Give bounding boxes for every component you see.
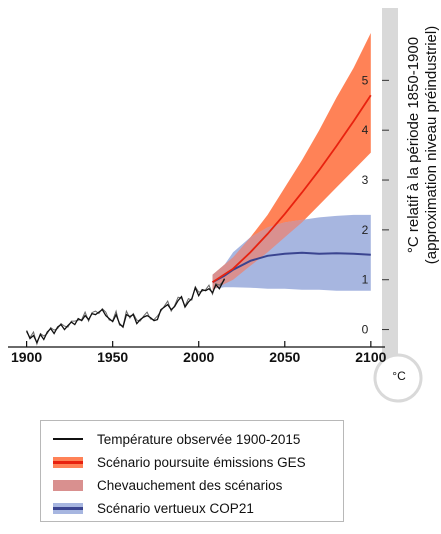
y-tick-label-0: 0 xyxy=(362,323,369,337)
y-tick-label-1: 1 xyxy=(362,273,369,287)
legend-swatch-cop21 xyxy=(53,502,83,514)
cop21-scenario-line xyxy=(212,251,371,284)
chart: 1900 1950 2000 2050 2100 0 1 2 3 4 5 °C relatif à … xyxy=(8,8,440,403)
x-tick-label-2100: 2100 xyxy=(355,349,386,365)
x-tick-label-2000: 2000 xyxy=(183,349,214,365)
thermometer-bulb xyxy=(373,353,423,403)
legend-swatch-ges xyxy=(53,456,83,468)
thermometer-tube xyxy=(382,8,398,364)
y-axis-label-line1: °C relatif à la période 1850-1900 xyxy=(405,37,422,253)
y-tick-label-5: 5 xyxy=(362,73,369,87)
y-tick-label-3: 3 xyxy=(362,173,369,187)
y-tick-label-4: 4 xyxy=(362,123,369,137)
legend-item-ges: Scénario poursuite émissions GES xyxy=(53,452,306,472)
legend: Température observée 1900-2015 Scénario … xyxy=(40,420,344,522)
ges-scenario-line xyxy=(212,94,372,283)
legend-item-overlap: Chevauchement des scénarios xyxy=(53,475,282,495)
legend-item-cop21: Scénario vertueux COP21 xyxy=(53,498,254,518)
legend-label-observed: Température observée 1900-2015 xyxy=(97,431,301,447)
y-axis-label-line2: (approximation niveau préindustriel) xyxy=(423,26,440,264)
legend-swatch-observed xyxy=(53,438,83,440)
x-tick-label-2050: 2050 xyxy=(269,349,300,365)
legend-label-ges: Scénario poursuite émissions GES xyxy=(97,454,306,470)
legend-item-observed: Température observée 1900-2015 xyxy=(53,429,300,449)
observed-temperature-line xyxy=(26,278,226,345)
thermometer-unit: °C xyxy=(392,369,406,383)
legend-label-cop21: Scénario vertueux COP21 xyxy=(97,500,254,516)
y-tick-label-2: 2 xyxy=(362,223,369,237)
legend-swatch-overlap xyxy=(53,479,83,491)
x-tick-label-1950: 1950 xyxy=(97,349,128,365)
legend-label-overlap: Chevauchement des scénarios xyxy=(97,477,283,493)
x-tick-label-1900: 1900 xyxy=(11,349,42,365)
